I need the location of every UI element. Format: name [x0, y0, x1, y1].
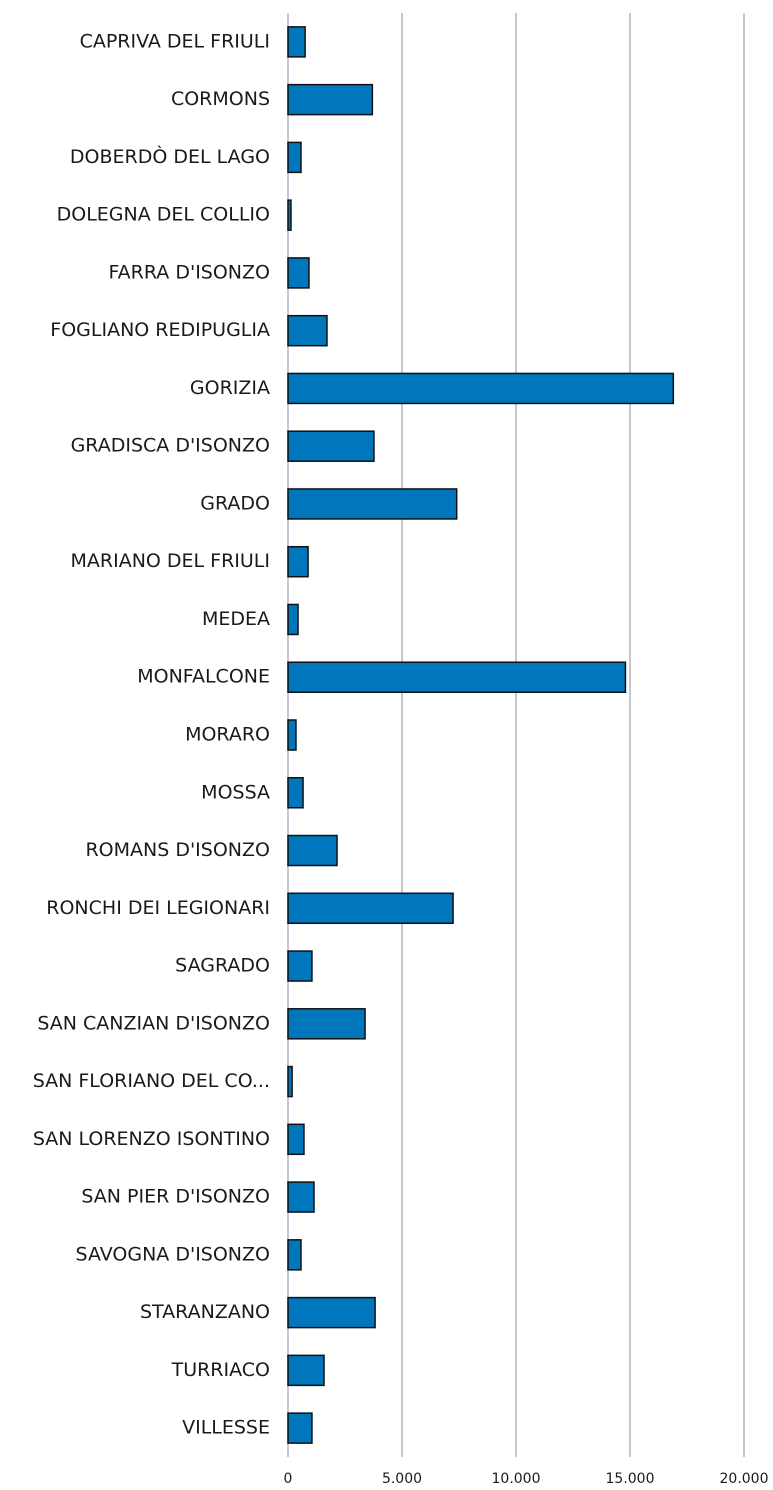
bar — [287, 1065, 293, 1098]
bar — [287, 777, 304, 809]
y-tick-label: SAN CANZIAN D'ISONZO — [37, 1012, 270, 1034]
bar — [287, 545, 309, 578]
y-tick-label: FOGLIANO REDIPUGLIA — [50, 319, 270, 341]
bar — [287, 314, 328, 347]
bar — [287, 719, 297, 751]
bar — [287, 257, 310, 289]
y-tick-label: TURRIACO — [171, 1359, 270, 1381]
y-tick-label: DOLEGNA DEL COLLIO — [57, 204, 270, 226]
bar — [287, 1296, 376, 1329]
x-tick-label: 10.000 — [492, 1471, 541, 1487]
bar — [287, 1412, 313, 1444]
y-tick-label: SAN PIER D'ISONZO — [81, 1186, 270, 1208]
y-tick-label: DOBERDÒ DEL LAGO — [70, 144, 270, 168]
y-tick-label: RONCHI DEI LEGIONARI — [46, 897, 270, 919]
y-tick-label: VILLESSE — [182, 1417, 270, 1439]
bar — [287, 1123, 305, 1156]
y-tick-label: MARIANO DEL FRIULI — [71, 550, 271, 572]
y-tick-label: MORARO — [185, 724, 270, 746]
bar — [287, 26, 306, 58]
x-tick-label: 15.000 — [606, 1471, 655, 1487]
y-tick-label: GRADISCA D'ISONZO — [71, 435, 270, 457]
y-tick-label: CAPRIVA DEL FRIULI — [80, 30, 270, 52]
bar — [287, 834, 338, 867]
y-tick-label: MOSSA — [201, 781, 270, 803]
y-tick-label: SAN FLORIANO DEL CO... — [33, 1070, 270, 1092]
bar — [287, 603, 299, 636]
bar — [287, 1008, 366, 1040]
bar — [287, 430, 375, 462]
bar — [287, 1239, 302, 1271]
y-tick-label: SAN LORENZO ISONTINO — [33, 1128, 270, 1150]
y-tick-label: SAGRADO — [175, 955, 270, 977]
bar — [287, 83, 374, 116]
y-tick-label: CORMONS — [171, 88, 270, 110]
bar — [287, 950, 313, 982]
y-tick-label: ROMANS D'ISONZO — [85, 839, 270, 861]
y-tick-label: MEDEA — [202, 608, 270, 630]
bar — [287, 372, 675, 405]
bar — [287, 1354, 325, 1387]
bar — [287, 199, 292, 231]
y-tick-label: SAVOGNA D'ISONZO — [76, 1243, 270, 1265]
bar — [287, 1181, 315, 1213]
y-tick-label: GORIZIA — [190, 377, 270, 399]
y-tick-label: FARRA D'ISONZO — [108, 261, 270, 283]
y-tick-label: GRADO — [200, 492, 270, 514]
x-tick-label: 0 — [284, 1471, 293, 1487]
bar — [287, 141, 302, 174]
bar — [287, 892, 454, 925]
bar — [287, 488, 458, 520]
bar — [287, 661, 627, 693]
x-tick-label: 5.000 — [382, 1471, 422, 1487]
y-tick-label: MONFALCONE — [137, 666, 270, 688]
y-tick-label: STARANZANO — [140, 1301, 270, 1323]
x-tick-label: 20.000 — [720, 1471, 769, 1487]
